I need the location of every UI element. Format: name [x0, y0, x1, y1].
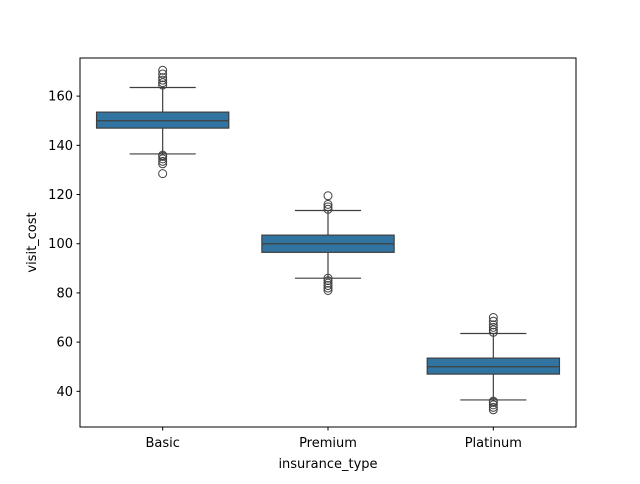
x-axis: Basic Premium Platinum: [145, 427, 522, 451]
y-tick-label: 100: [48, 237, 73, 252]
x-tick-label: Premium: [299, 436, 357, 451]
outlier-point: [158, 150, 168, 160]
iqr-box: [426, 357, 561, 375]
outlier-point: [323, 202, 333, 212]
outlier-point: [158, 154, 168, 164]
outlier-point: [323, 276, 333, 286]
outlier-point: [158, 73, 168, 83]
y-tick-label: 40: [56, 385, 73, 400]
box-group-premium: [261, 191, 395, 295]
outlier-point: [323, 199, 333, 209]
x-axis-label: insurance_type: [278, 457, 377, 472]
outlier-point: [323, 204, 333, 214]
outlier-point: [158, 65, 168, 75]
x-tick-label: Platinum: [465, 436, 522, 451]
y-tick-label: 160: [48, 90, 73, 105]
y-tick-label: 120: [48, 188, 73, 203]
x-tick-label: Basic: [145, 436, 179, 451]
outlier-point: [488, 396, 498, 406]
outlier-point: [323, 283, 333, 293]
outlier-point: [323, 278, 333, 288]
outlier-point: [158, 75, 168, 85]
outlier-point: [488, 402, 498, 412]
box-group-platinum: [426, 313, 561, 415]
outlier-point: [323, 285, 333, 295]
y-axis: 40 60 80 100 120 140 160: [48, 90, 80, 400]
iqr-box: [95, 111, 230, 129]
outlier-point: [488, 327, 498, 337]
outlier-point: [488, 400, 498, 410]
outlier-point: [323, 281, 333, 291]
outlier-point: [488, 322, 498, 332]
outlier-point: [158, 78, 168, 88]
outlier-point: [488, 313, 498, 323]
outlier-point: [158, 169, 168, 179]
outlier-point: [323, 191, 333, 201]
outlier-point: [158, 156, 168, 166]
outlier-point: [158, 80, 168, 90]
y-tick-label: 60: [56, 336, 73, 351]
outlier-point: [488, 316, 498, 326]
y-tick-label: 80: [56, 286, 73, 301]
outlier-point: [488, 320, 498, 330]
y-tick-label: 140: [48, 139, 73, 154]
y-axis-label: visit_cost: [25, 212, 40, 272]
outlier-point: [323, 273, 333, 283]
box-group-basic: [95, 65, 230, 179]
plot-area: [95, 65, 561, 415]
outlier-point: [158, 69, 168, 79]
outlier-point: [488, 405, 498, 415]
outlier-point: [158, 159, 168, 169]
outlier-point: [488, 325, 498, 335]
